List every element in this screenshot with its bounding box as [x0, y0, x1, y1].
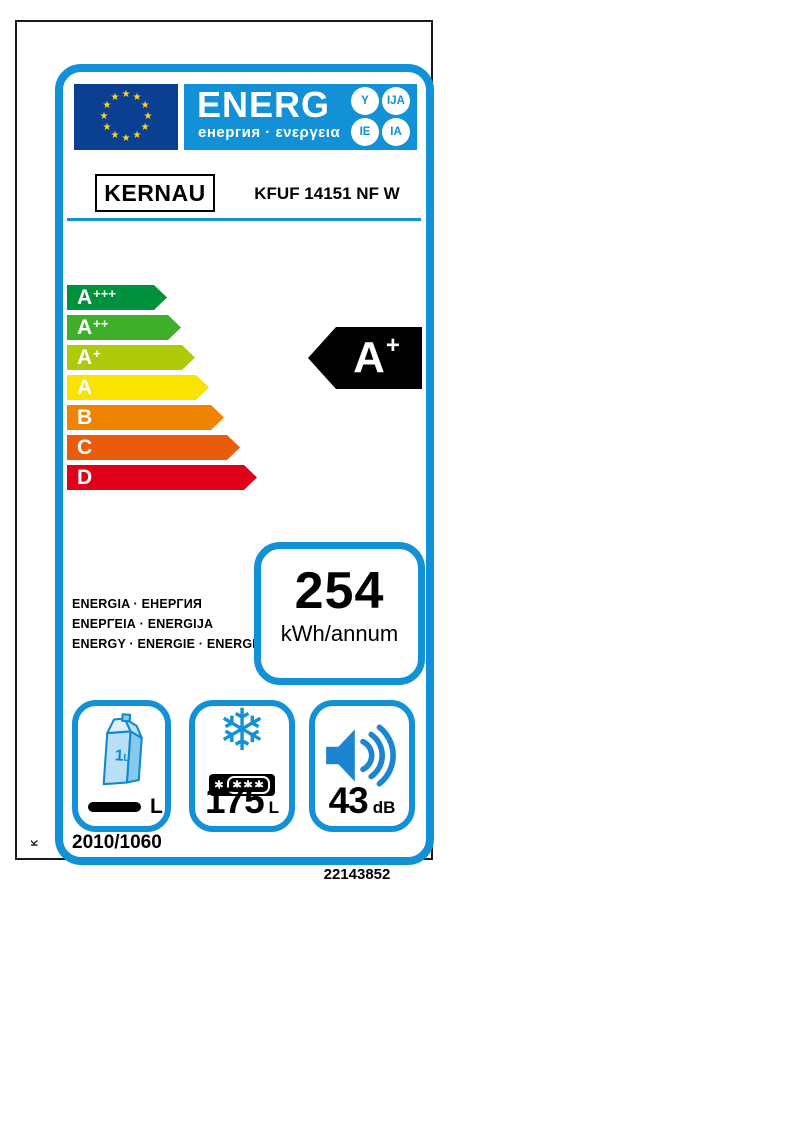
eu-flag: ★ ★ ★ ★ ★ ★ ★ ★ ★ ★ ★ ★ [74, 84, 178, 150]
eu-flag-star: ★ [110, 130, 120, 142]
frozen-volume-value: 175 [204, 780, 265, 821]
eu-flag-star: ★ [102, 122, 112, 133]
brand-name: KERNAU [104, 179, 206, 206]
energ-logo-banner: ENERG енергия · ενεργεια Y IJA IE IA [184, 84, 417, 150]
regulation-number: 2010/1060 [72, 832, 162, 853]
energy-word-translations: ENERGIA · ЕНЕРГИЯ ΕΝΕΡΓΕΙΑ · ENERGIJA EN… [72, 597, 256, 651]
star-single: ✱ [213, 778, 224, 792]
class-arrow-a3: A+++ [67, 285, 167, 310]
milk-carton-icon: 1L [102, 713, 143, 786]
noise-row: 43 dB [315, 780, 409, 822]
eu-flag-star: ★ [132, 130, 142, 142]
appliance-rating-arrow: A + [308, 327, 422, 389]
eu-flag-star: ★ [121, 133, 131, 144]
ending-circle-ia: IA [382, 118, 410, 146]
fresh-volume-unit: L [150, 795, 163, 818]
model-number: KFUF 14151 NF W [254, 184, 400, 203]
eu-flag-star: ★ [140, 122, 150, 133]
class-arrow-b: B [67, 405, 224, 430]
eu-flag-star: ★ [102, 100, 112, 111]
eu-flag-star: ★ [140, 100, 150, 111]
header-divider [67, 218, 421, 221]
frozen-volume-row: 175 L [195, 780, 289, 822]
snowflake-icon: ❄ [217, 698, 267, 763]
energ-logo-subtitle: енергия · ενεργεια [198, 124, 341, 141]
eu-flag-star: ★ [121, 89, 131, 100]
ending-circle-ija: IJA [382, 87, 410, 115]
noise-box: 43 dB [309, 700, 415, 832]
star-triple-box: ✱✱✱ [226, 776, 271, 794]
energy-consumption-box: 254 kWh/annum [254, 542, 425, 685]
eu-flag-star: ★ [99, 111, 109, 122]
class-arrow-a2: A++ [67, 315, 181, 340]
rating-letter: A [353, 333, 385, 382]
label-outer-border: ★ ★ ★ ★ ★ ★ ★ ★ ★ ★ ★ ★ ENERG енергия · ενεργεια Y … [15, 20, 434, 883]
class-arrow-a1: A+ [67, 345, 195, 370]
frozen-volume-unit: L [268, 798, 280, 817]
eu-flag-star: ★ [132, 91, 142, 103]
brand-box: KERNAU [95, 174, 215, 212]
noise-unit: dB [372, 798, 396, 817]
energ-language-endings: Y IJA IE IA [351, 87, 413, 147]
eu-flag-star: ★ [110, 91, 120, 103]
star-rating: ✱ ✱✱✱ [209, 774, 275, 796]
energy-consumption-value: 254 [294, 562, 385, 620]
class-arrow-a: A [67, 375, 209, 400]
class-arrow-d: D [67, 465, 257, 490]
ending-circle-y: Y [351, 87, 379, 115]
rating-sup: + [385, 332, 400, 359]
side-mark: K [29, 839, 40, 847]
ending-circle-ie: IE [351, 118, 379, 146]
fresh-compartment-box: 1L L [72, 700, 171, 832]
energy-consumption-unit: kWh/annum [280, 621, 399, 646]
frozen-compartment-box: ❄ ✱ ✱✱✱ 175 L [189, 700, 295, 832]
speaker-icon [326, 724, 396, 787]
fresh-volume-row: L [88, 795, 163, 818]
fresh-volume-dash [88, 802, 141, 812]
serial-number: 22143852 [323, 866, 391, 883]
energ-logo-title: ENERG [197, 84, 331, 125]
class-arrow-c: C [67, 435, 240, 460]
noise-value: 43 [328, 780, 369, 821]
eu-flag-star: ★ [143, 111, 153, 122]
